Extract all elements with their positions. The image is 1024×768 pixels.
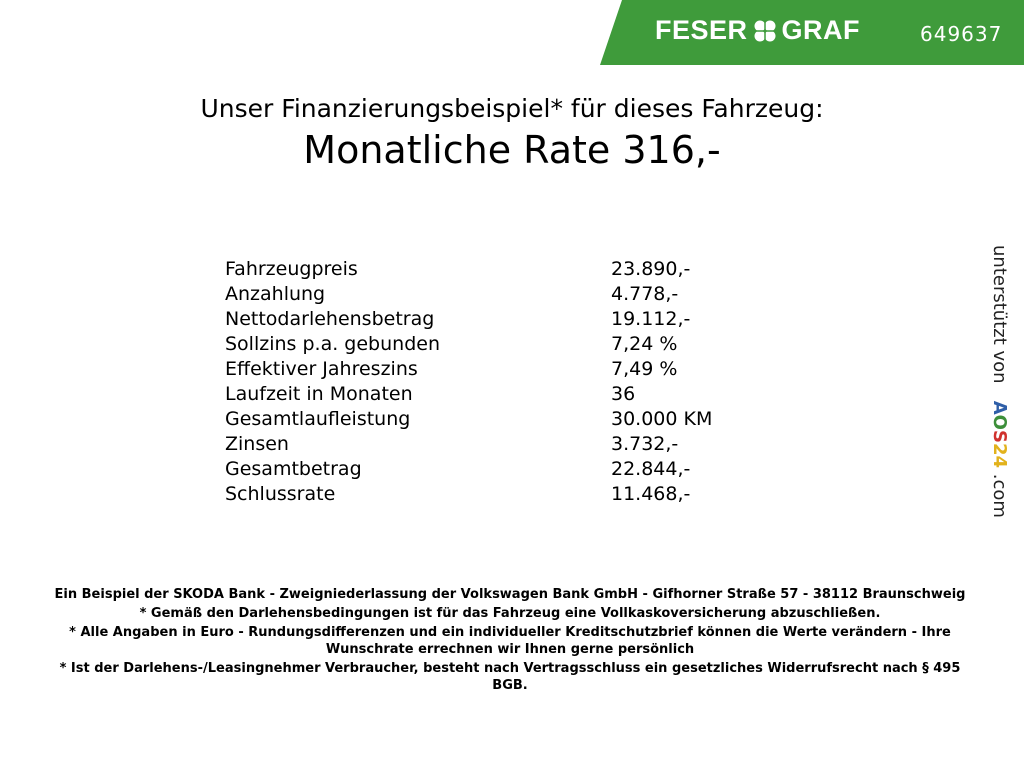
detail-row: Sollzins p.a. gebunden 7,24 %	[225, 332, 825, 357]
detail-row: Schlussrate 11.468,-	[225, 482, 825, 507]
vehicle-code: 649637	[920, 22, 1003, 46]
detail-value: 4.778,-	[611, 283, 679, 305]
detail-label: Sollzins p.a. gebunden	[225, 333, 440, 355]
detail-row: Effektiver Jahreszins 7,49 %	[225, 357, 825, 382]
legal-footer: Ein Beispiel der SKODA Bank - Zweigniede…	[50, 586, 970, 696]
detail-value: 19.112,-	[611, 308, 691, 330]
detail-value: 22.844,-	[611, 458, 691, 480]
aos24-logo-o: O	[989, 414, 1010, 430]
detail-row: Laufzeit in Monaten 36	[225, 382, 825, 407]
detail-value: 11.468,-	[611, 483, 691, 505]
footer-line: Ein Beispiel der SKODA Bank - Zweigniede…	[54, 587, 966, 602]
detail-label: Zinsen	[225, 433, 289, 455]
detail-row: Fahrzeugpreis 23.890,-	[225, 257, 825, 282]
detail-row: Anzahlung 4.778,-	[225, 282, 825, 307]
detail-label: Schlussrate	[225, 483, 336, 505]
supported-by-text: unterstützt von	[989, 245, 1010, 384]
detail-label: Effektiver Jahreszins	[225, 358, 418, 380]
clover-icon	[754, 20, 776, 41]
detail-value: 23.890,-	[611, 258, 691, 280]
supported-by-aos24: unterstützt von AOS24 .com	[989, 245, 1010, 518]
detail-label: Anzahlung	[225, 283, 326, 305]
detail-label: Fahrzeugpreis	[225, 258, 358, 280]
footer-line: * Ist der Darlehens-/Leasingnehmer Verbr…	[59, 661, 961, 693]
detail-value: 7,49 %	[611, 358, 678, 380]
footer-line: * Alle Angaben in Euro - Rundungsdiffere…	[69, 625, 951, 657]
detail-row: Gesamtbetrag 22.844,-	[225, 457, 825, 482]
detail-row: Zinsen 3.732,-	[225, 432, 825, 457]
detail-label: Gesamtbetrag	[225, 458, 362, 480]
detail-value: 30.000 KM	[611, 408, 713, 430]
detail-label: Laufzeit in Monaten	[225, 383, 413, 405]
brand-left: FESER	[655, 15, 748, 45]
footer-line: * Gemäß den Darlehensbedingungen ist für…	[139, 606, 881, 621]
detail-value: 7,24 %	[611, 333, 678, 355]
aos24-logo-suffix: .com	[989, 473, 1010, 518]
detail-row: Nettodarlehensbetrag 19.112,-	[225, 307, 825, 332]
brand-logo: FESER GRAF	[655, 15, 860, 46]
monthly-rate: Monatliche Rate 316,-	[303, 128, 721, 172]
aos24-logo-24: 24	[989, 442, 1010, 469]
detail-value: 3.732,-	[611, 433, 679, 455]
detail-value: 36	[611, 383, 636, 405]
detail-label: Nettodarlehensbetrag	[225, 308, 435, 330]
finance-details: Fahrzeugpreis 23.890,- Anzahlung 4.778,- N…	[225, 257, 825, 507]
header-banner	[600, 0, 1024, 65]
detail-row: Gesamtlaufleistung 30.000 KM	[225, 407, 825, 432]
detail-label: Gesamtlaufleistung	[225, 408, 411, 430]
offer-title: Unser Finanzierungsbeispiel* für dieses …	[200, 94, 824, 123]
brand-right: GRAF	[781, 15, 861, 45]
aos24-logo-a: A	[989, 400, 1010, 415]
aos24-logo-s: S	[989, 429, 1010, 443]
